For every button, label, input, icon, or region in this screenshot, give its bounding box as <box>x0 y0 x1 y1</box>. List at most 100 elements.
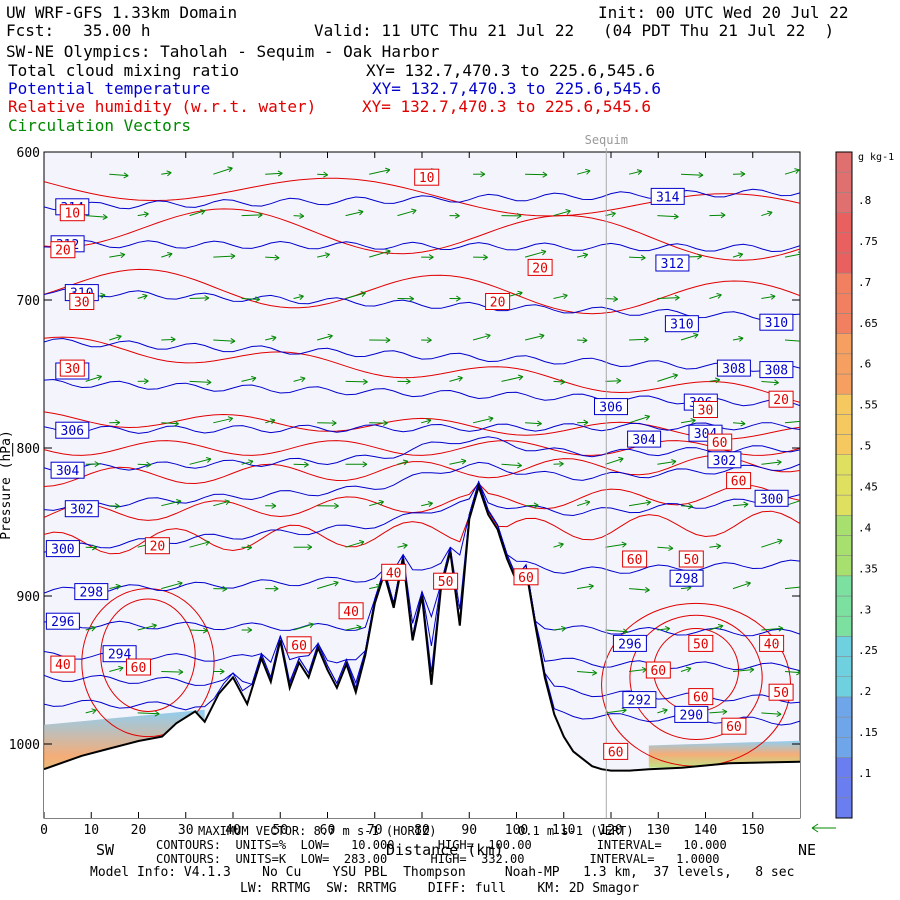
circulation-vector <box>265 336 277 341</box>
circulation-vector-head <box>455 295 461 302</box>
circulation-vector <box>761 380 779 384</box>
x-tick-label: 90 <box>461 823 477 838</box>
rh-label-box <box>726 472 752 490</box>
circulation-vector <box>680 173 704 176</box>
colorbar-tick-label: .55 <box>858 399 878 412</box>
circulation-vector <box>85 709 97 714</box>
circulation-vector <box>657 546 673 549</box>
rh-label: 60 <box>608 745 624 760</box>
terrain-fill <box>44 486 800 818</box>
circulation-vector-head <box>565 209 571 215</box>
circulation-vector <box>293 295 304 299</box>
theta-label-box <box>45 612 80 630</box>
circulation-vector-head <box>409 295 414 302</box>
circulation-vector <box>137 295 148 299</box>
theta-label-box <box>102 645 137 663</box>
circulation-vector <box>680 334 699 341</box>
colorbar-cell <box>835 171 853 193</box>
theta-label: 314 <box>656 190 680 205</box>
circulation-vector-head <box>457 375 463 382</box>
circulation-vector <box>189 458 212 465</box>
circulation-vector <box>553 210 571 217</box>
circulation-vector <box>680 587 692 590</box>
circulation-vector <box>472 334 491 341</box>
circulation-vector-head <box>230 337 236 344</box>
circulation-vector-head <box>687 503 693 510</box>
circulation-vector-head <box>738 335 744 342</box>
circulation-vector <box>657 297 680 299</box>
circulation-vector-head <box>794 168 800 174</box>
circulation-vector <box>369 169 391 175</box>
theta-label: 310 <box>765 316 788 331</box>
circulation-vector <box>525 173 548 176</box>
circulation-vector-head <box>583 419 589 426</box>
circulation-vector <box>732 669 754 672</box>
circulation-vector-head <box>776 710 782 718</box>
colorbar-cell <box>835 656 853 677</box>
rh-label-box <box>126 658 151 676</box>
circulation-vector <box>189 297 209 299</box>
colorbar-cell <box>835 535 853 556</box>
circulation-vector <box>732 253 743 258</box>
x-tick-label: 130 <box>647 823 670 838</box>
rh-label: 30 <box>74 296 90 311</box>
rh-label-box <box>622 550 648 568</box>
circulation-vector <box>657 460 677 465</box>
theta-contour-306 <box>44 378 800 407</box>
circulation-vector-head <box>671 459 677 465</box>
theta-label-box <box>55 421 90 439</box>
circulation-vector-head <box>610 211 616 218</box>
circulation-vector-head <box>116 334 122 341</box>
circulation-vector <box>761 712 782 715</box>
circulation-vector-head <box>173 420 179 427</box>
circulation-vector <box>553 543 564 548</box>
theta-contour-290 <box>44 480 800 726</box>
theta-label-box <box>650 187 685 205</box>
theta-label: 298 <box>675 572 698 587</box>
circulation-vector <box>732 337 744 341</box>
circulation-vector <box>524 334 545 341</box>
circulation-vector-head <box>613 295 618 303</box>
circulation-vector <box>213 255 236 258</box>
circulation-vector-head <box>178 668 184 676</box>
circulation-vector <box>345 626 362 631</box>
field-cloud-xy: XY= 132.7,470.3 to 225.6,545.6 <box>366 61 655 80</box>
circulation-vector-head <box>644 414 650 421</box>
rh-label: 50 <box>693 637 709 652</box>
circulation-vector <box>577 671 597 674</box>
circulation-vector-head <box>334 502 339 509</box>
circulation-vector <box>85 375 102 382</box>
circulation-vector <box>784 586 800 590</box>
circulation-vector-head <box>177 580 183 587</box>
circulation-vector-head <box>767 210 773 217</box>
circulation-vector <box>241 214 263 217</box>
field-vectors-name: Circulation Vectors <box>8 116 192 135</box>
circulation-vector-head <box>219 668 225 675</box>
model-title: UW WRF-GFS 1.33km Domain <box>6 3 238 22</box>
circulation-vector <box>397 209 417 217</box>
colorbar-cell <box>835 757 853 778</box>
circulation-vector <box>657 374 678 382</box>
circulation-vector-head <box>560 378 566 385</box>
rh-label: 20 <box>773 393 789 408</box>
theta-label-box <box>674 705 709 723</box>
rh-label: 10 <box>419 171 435 186</box>
theta-contour-312 <box>44 239 800 253</box>
circulation-vector-head <box>558 460 564 467</box>
circulation-vector <box>109 254 125 258</box>
rh-label: 40 <box>386 566 402 581</box>
circulation-vector <box>680 667 692 672</box>
circulation-vector <box>553 627 566 631</box>
circulation-vector-head <box>539 333 545 340</box>
circulation-vector <box>213 417 233 424</box>
circulation-vector-head <box>640 254 646 261</box>
sequim-label: Sequim <box>585 133 628 147</box>
circulation-vector <box>577 585 594 590</box>
circulation-vector-head <box>770 293 776 300</box>
y-tick-label: 600 <box>17 146 40 161</box>
circulation-vector-head <box>662 708 668 714</box>
terrain-line <box>44 483 800 772</box>
circulation-vector-head <box>143 378 149 385</box>
y-tick-label: |800 <box>9 442 40 457</box>
circulation-vector-head <box>200 209 206 215</box>
